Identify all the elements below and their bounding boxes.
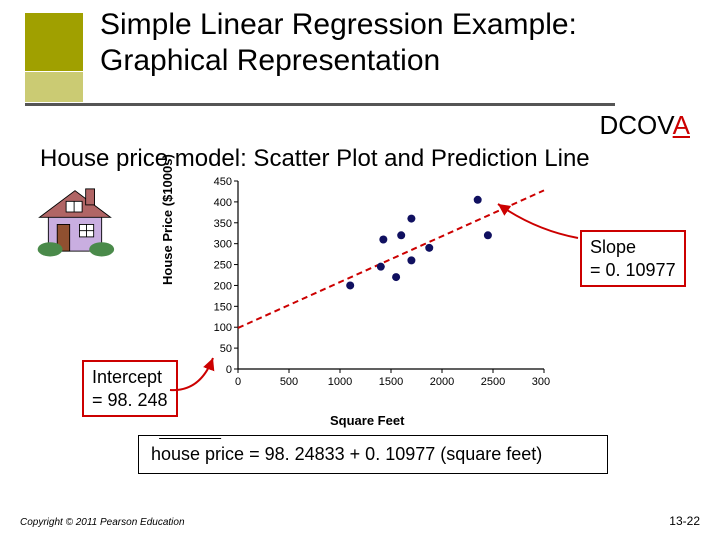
svg-text:100: 100 [214, 322, 232, 334]
accent-block-bottom [25, 72, 83, 102]
dcova-prefix: DCOV [599, 110, 672, 140]
intercept-value: = 98. 248 [92, 389, 168, 412]
svg-text:350: 350 [214, 218, 232, 230]
page-title-line2: Graphical Representation [100, 44, 440, 78]
equation-rhs: = 98. 24833 + 0. 10977 (square feet) [249, 444, 542, 464]
page-number: 13-22 [669, 514, 700, 528]
slope-value: = 0. 10977 [590, 259, 676, 282]
svg-text:3000: 3000 [532, 376, 550, 388]
copyright: Copyright © 2011 Pearson Education [20, 517, 185, 528]
intercept-arrow-icon [165, 350, 225, 410]
svg-text:2500: 2500 [481, 376, 505, 388]
slope-annotation: Slope = 0. 10977 [580, 230, 686, 287]
house-icon [30, 180, 120, 260]
equation-lhs: house price [151, 444, 244, 465]
svg-text:500: 500 [280, 376, 298, 388]
svg-text:0: 0 [226, 364, 232, 376]
svg-text:200: 200 [214, 280, 232, 292]
title-underline [25, 103, 615, 106]
accent-block-top [25, 13, 83, 71]
svg-text:1000: 1000 [328, 376, 352, 388]
dcova-label: DCOVA [599, 110, 690, 141]
x-axis-label: Square Feet [330, 413, 404, 428]
y-axis-label: House Price ($1000s) [160, 154, 175, 285]
page-title-line1: Simple Linear Regression Example: [100, 8, 577, 42]
svg-text:250: 250 [214, 260, 232, 272]
svg-text:2000: 2000 [430, 376, 454, 388]
svg-text:1500: 1500 [379, 376, 403, 388]
dcova-highlight: A [673, 110, 690, 140]
svg-text:400: 400 [214, 197, 232, 209]
intercept-label: Intercept [92, 366, 168, 389]
intercept-annotation: Intercept = 98. 248 [82, 360, 178, 417]
svg-text:300: 300 [214, 239, 232, 251]
subtitle: House price model: Scatter Plot and Pred… [40, 145, 590, 173]
svg-text:450: 450 [214, 176, 232, 188]
slope-arrow-icon [490, 180, 585, 250]
slope-label: Slope [590, 236, 676, 259]
regression-equation: house price = 98. 24833 + 0. 10977 (squa… [138, 435, 608, 474]
svg-text:150: 150 [214, 301, 232, 313]
svg-text:0: 0 [235, 376, 241, 388]
